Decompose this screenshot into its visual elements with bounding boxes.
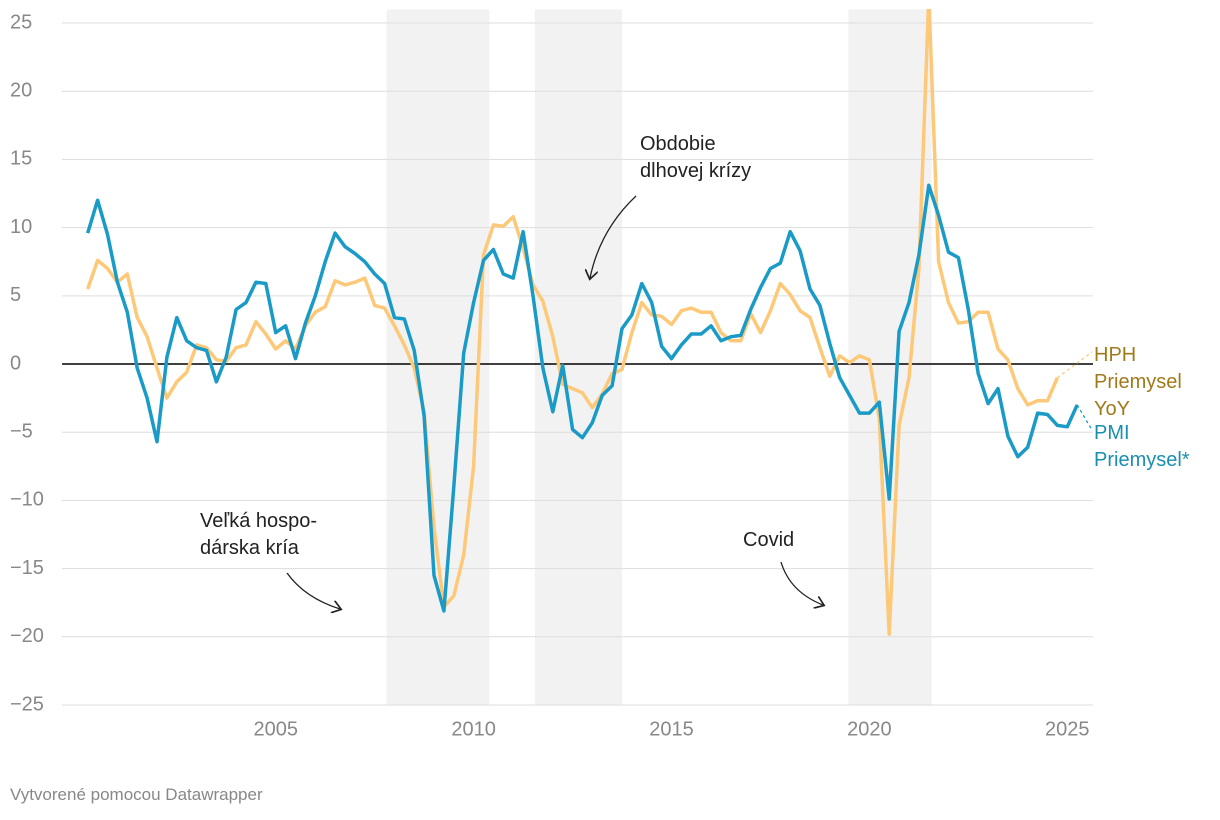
x-tick-label: 2020	[847, 718, 892, 740]
annotation-line: dlhovej krízy	[640, 160, 751, 182]
y-tick-label: 15	[10, 148, 32, 170]
legend-label: HPH Priemysel YoY	[1094, 344, 1182, 420]
x-tick-label: 2025	[1045, 718, 1090, 740]
legend-connector	[1076, 404, 1093, 431]
x-tick-label: 2005	[253, 718, 298, 740]
shaded-period	[534, 9, 623, 705]
shaded-period	[386, 9, 490, 705]
y-tick-label: 0	[10, 352, 21, 374]
annotation: Obdobie dlhovej krízy	[640, 133, 751, 182]
series-line	[86, 9, 1060, 636]
annotation-line: Obdobie	[640, 133, 716, 155]
legend-label: PMI Priemysel*	[1094, 422, 1190, 471]
annotation-arrow	[590, 195, 637, 278]
y-tick-label: −15	[10, 557, 44, 579]
y-tick-label: −5	[10, 420, 33, 442]
series-line	[86, 183, 1079, 613]
x-tick-label: 2015	[649, 718, 694, 740]
y-tick-label: 5	[10, 284, 21, 306]
y-tick-label: 25	[10, 11, 32, 33]
y-tick-label: −25	[10, 693, 44, 715]
y-tick-label: −10	[10, 489, 44, 511]
legend-connector	[1056, 351, 1093, 379]
annotation-line: Veľká hospo-	[200, 510, 317, 532]
x-tick-label: 2010	[451, 718, 496, 740]
y-tick-label: 10	[10, 216, 32, 238]
annotation: Veľká hospo-dárska kría	[200, 510, 317, 559]
footer: Vytvorené pomocou Datawrapper	[10, 785, 263, 804]
annotation-line: Covid	[743, 529, 794, 551]
y-tick-label: −20	[10, 625, 44, 647]
annotation-line: dárska kría	[200, 537, 300, 559]
annotation-arrow	[780, 561, 823, 605]
annotation: Covid	[743, 529, 794, 551]
annotation-arrow	[286, 572, 340, 609]
y-tick-label: 20	[10, 80, 32, 102]
